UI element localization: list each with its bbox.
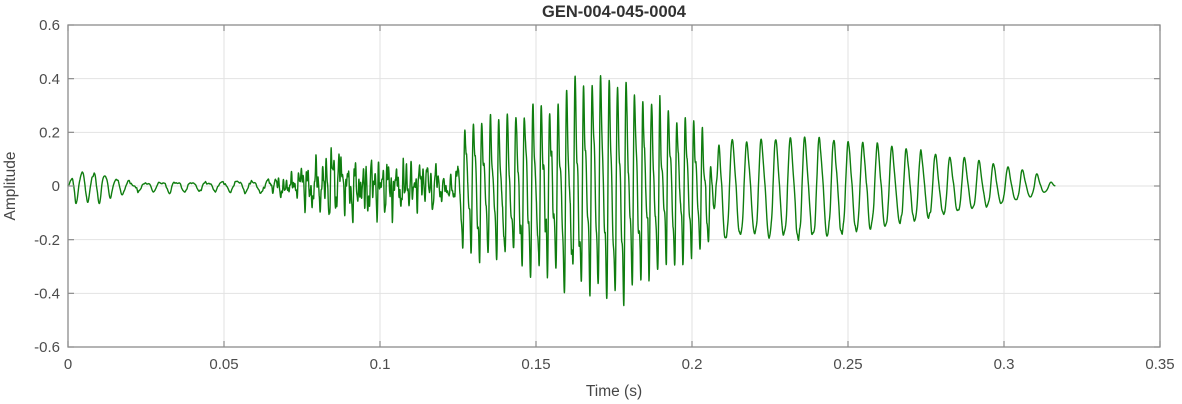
x-tick-label: 0.35 xyxy=(1145,356,1174,373)
x-tick-label: 0.15 xyxy=(521,356,550,373)
x-axis-label: Time (s) xyxy=(586,383,642,400)
y-tick-label: -0.4 xyxy=(34,286,60,303)
axis-ticks xyxy=(67,24,1161,348)
waveform-line xyxy=(67,75,1056,307)
y-tick-label: 0.6 xyxy=(39,17,60,34)
y-tick-label: 0 xyxy=(52,178,60,195)
x-tick-label: 0.2 xyxy=(682,356,703,373)
y-axis-label: Amplitude xyxy=(2,152,19,221)
x-tick-label: 0.05 xyxy=(209,356,238,373)
x-tick-label: 0.1 xyxy=(370,356,391,373)
chart-title: GEN-004-045-0004 xyxy=(542,3,687,21)
x-tick-label: 0.3 xyxy=(994,356,1015,373)
grid-layer xyxy=(67,24,1161,348)
tick-labels: 0 0.05 0.1 0.15 0.2 0.25 0.3 0.35 -0.6 -0.4 -0.2 0 0… xyxy=(34,17,1174,373)
y-tick-label: 0.2 xyxy=(39,125,60,142)
y-tick-label: -0.2 xyxy=(34,232,60,249)
x-tick-label: 0 xyxy=(64,356,72,373)
y-tick-label: -0.6 xyxy=(34,339,60,356)
x-tick-label: 0.25 xyxy=(833,356,862,373)
y-tick-label: 0.4 xyxy=(39,71,60,88)
